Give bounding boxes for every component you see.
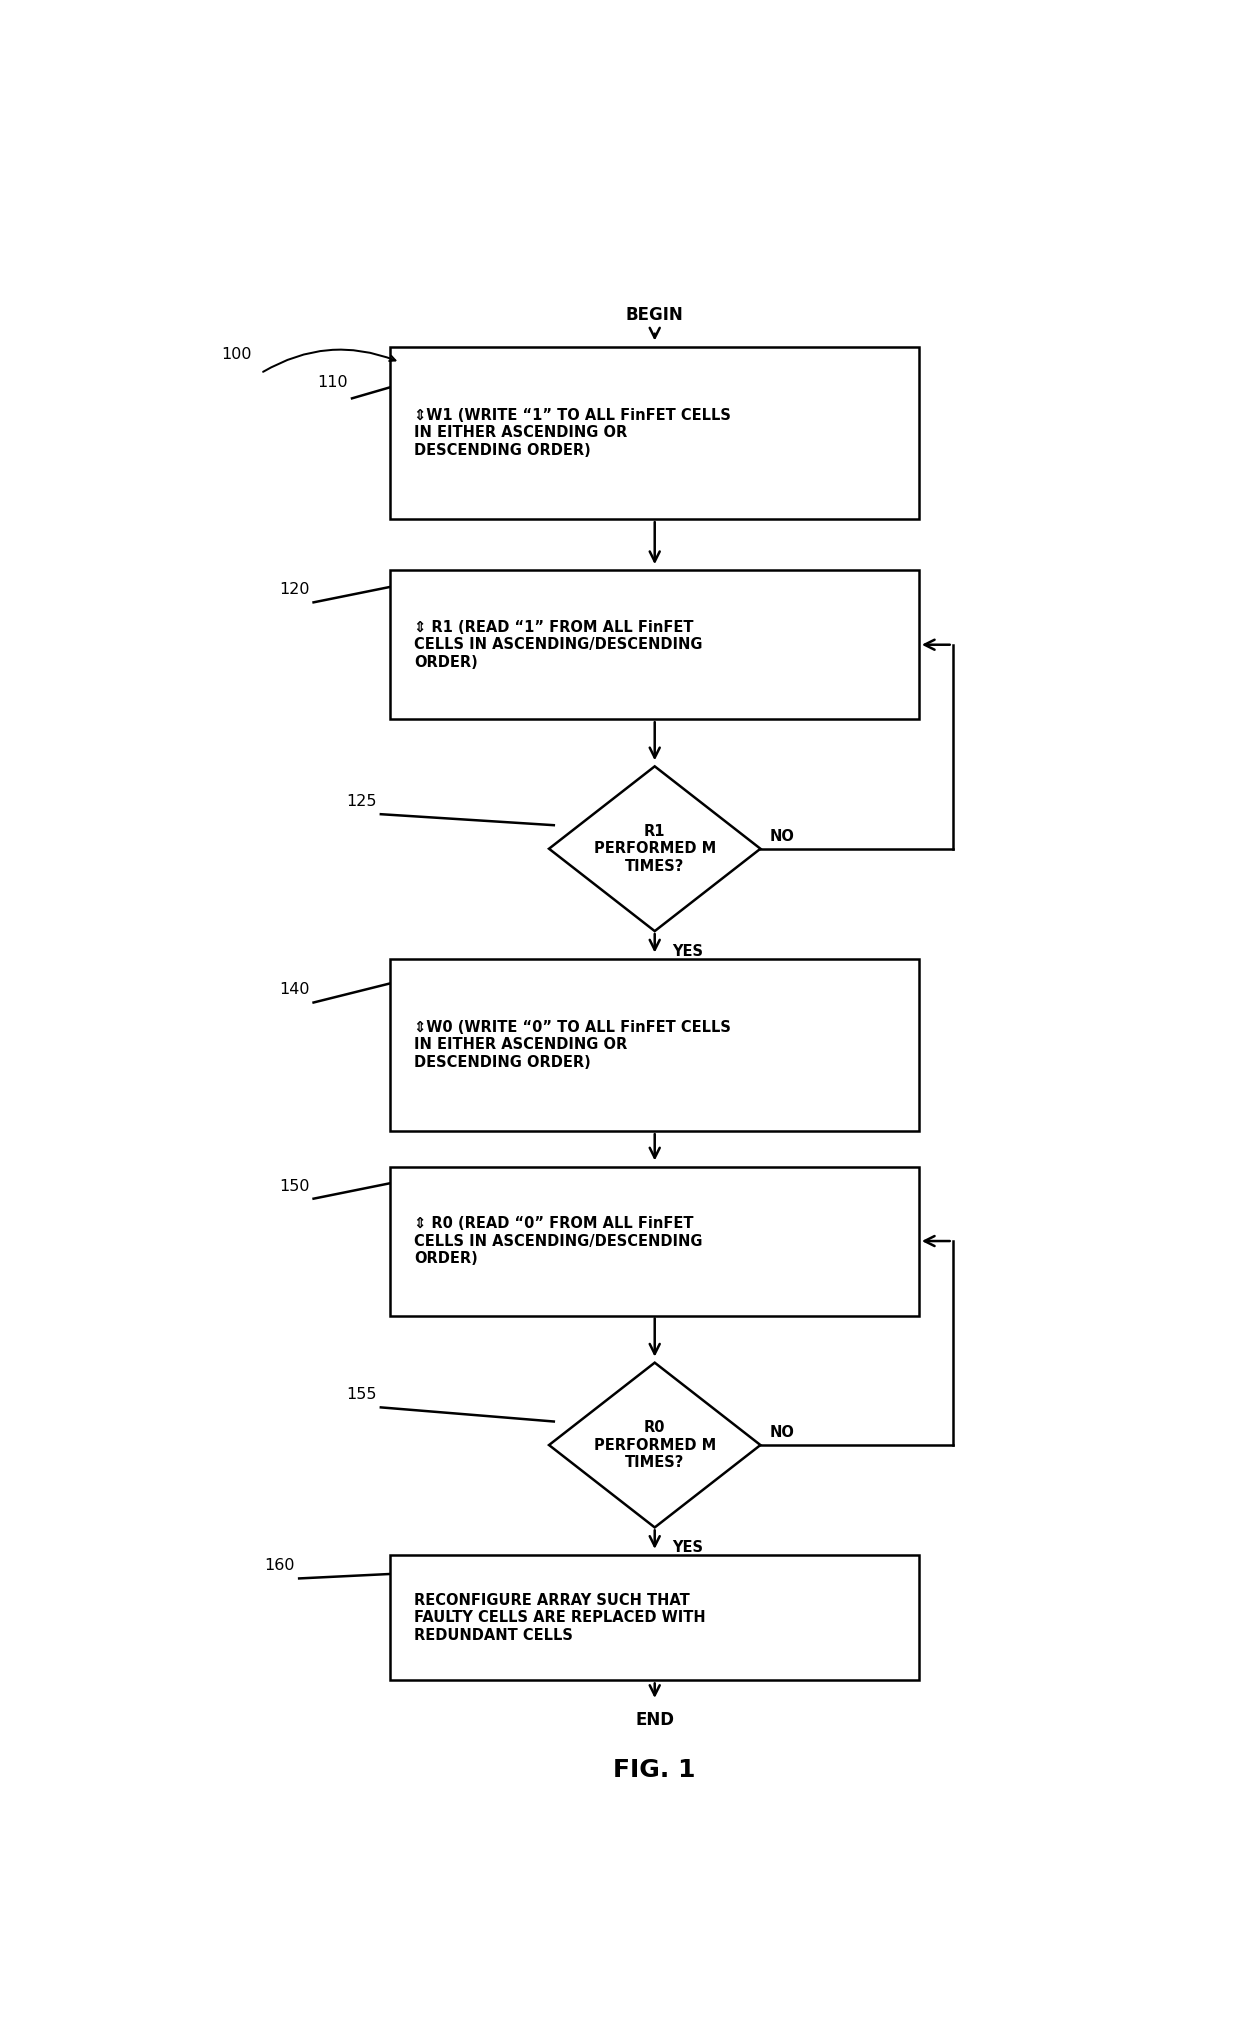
Text: END: END bbox=[635, 1710, 675, 1728]
Text: RECONFIGURE ARRAY SUCH THAT
FAULTY CELLS ARE REPLACED WITH
REDUNDANT CELLS: RECONFIGURE ARRAY SUCH THAT FAULTY CELLS… bbox=[414, 1594, 706, 1643]
Text: 125: 125 bbox=[346, 795, 377, 809]
Text: 155: 155 bbox=[346, 1388, 377, 1402]
Text: FIG. 1: FIG. 1 bbox=[614, 1759, 696, 1783]
Text: NO: NO bbox=[770, 829, 795, 844]
Text: YES: YES bbox=[672, 1541, 703, 1555]
Text: YES: YES bbox=[672, 944, 703, 958]
Text: 140: 140 bbox=[279, 982, 310, 997]
Bar bbox=[391, 571, 919, 719]
Text: ⇕W0 (WRITE “0” TO ALL FinFET CELLS
IN EITHER ASCENDING OR
DESCENDING ORDER): ⇕W0 (WRITE “0” TO ALL FinFET CELLS IN EI… bbox=[414, 1019, 732, 1070]
Text: ⇕ R1 (READ “1” FROM ALL FinFET
CELLS IN ASCENDING/DESCENDING
ORDER): ⇕ R1 (READ “1” FROM ALL FinFET CELLS IN … bbox=[414, 620, 703, 671]
Bar bbox=[391, 1555, 919, 1681]
Text: 120: 120 bbox=[279, 583, 310, 597]
Text: ⇕ R0 (READ “0” FROM ALL FinFET
CELLS IN ASCENDING/DESCENDING
ORDER): ⇕ R0 (READ “0” FROM ALL FinFET CELLS IN … bbox=[414, 1217, 703, 1266]
Text: BEGIN: BEGIN bbox=[626, 306, 683, 324]
Polygon shape bbox=[549, 766, 760, 931]
Text: 100: 100 bbox=[222, 346, 252, 363]
Polygon shape bbox=[549, 1363, 760, 1526]
Text: 150: 150 bbox=[279, 1178, 310, 1194]
Bar bbox=[391, 346, 919, 520]
Bar bbox=[391, 958, 919, 1131]
Text: R0
PERFORMED M
TIMES?: R0 PERFORMED M TIMES? bbox=[594, 1420, 715, 1469]
Text: R1
PERFORMED M
TIMES?: R1 PERFORMED M TIMES? bbox=[594, 823, 715, 874]
Text: ⇕W1 (WRITE “1” TO ALL FinFET CELLS
IN EITHER ASCENDING OR
DESCENDING ORDER): ⇕W1 (WRITE “1” TO ALL FinFET CELLS IN EI… bbox=[414, 408, 732, 459]
Text: 110: 110 bbox=[317, 375, 348, 389]
Text: 160: 160 bbox=[264, 1559, 295, 1573]
Bar bbox=[391, 1166, 919, 1317]
Text: NO: NO bbox=[770, 1425, 795, 1441]
